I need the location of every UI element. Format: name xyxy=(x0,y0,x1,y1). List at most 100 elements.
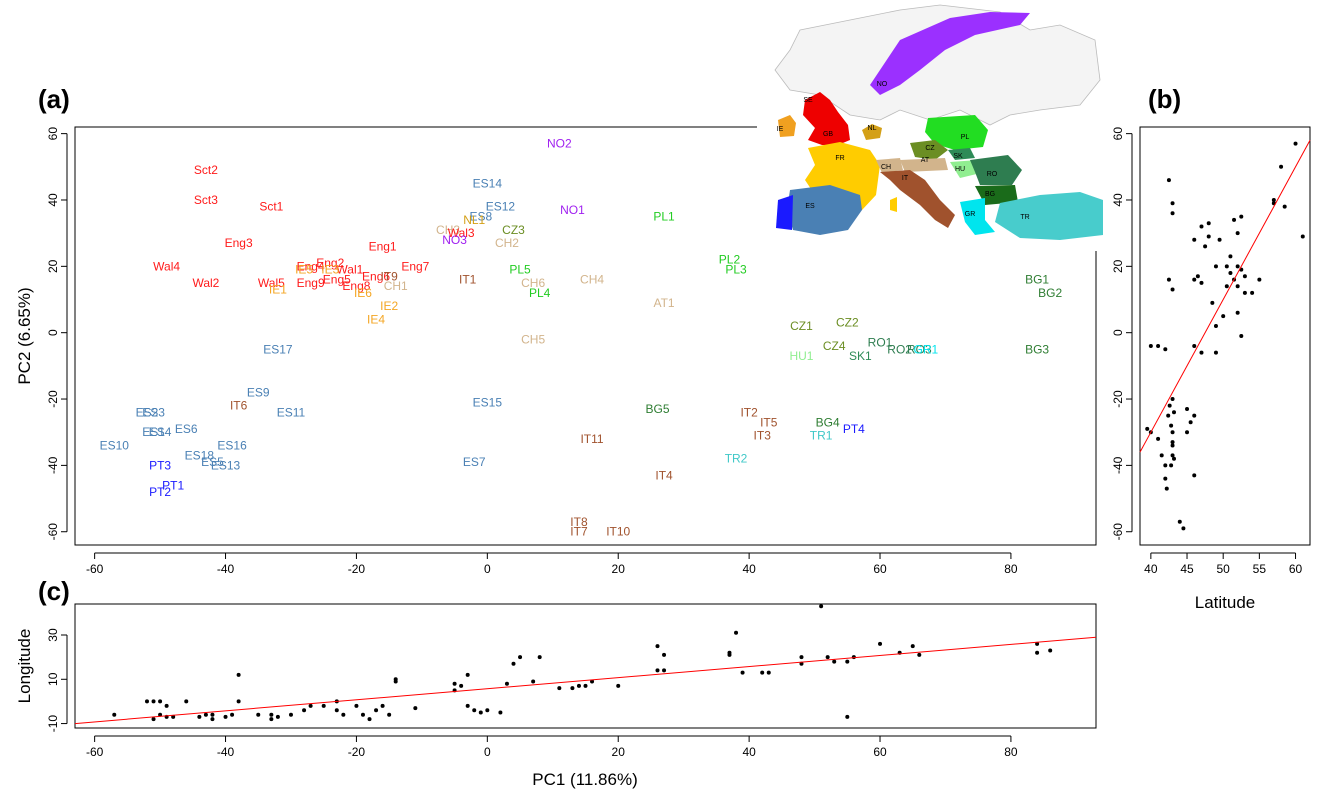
panel-c-y-axis: -10 10 30 xyxy=(46,628,68,733)
sample-label-no1: NO1 xyxy=(560,203,585,217)
data-point xyxy=(1213,264,1218,269)
map-label-cz: CZ xyxy=(925,145,935,152)
data-point xyxy=(616,683,621,688)
map-label-gr: GR xyxy=(965,211,976,218)
sample-label-ro1: RO1 xyxy=(868,336,893,350)
data-point xyxy=(531,679,536,684)
sample-label-pl4: PL4 xyxy=(529,286,551,300)
data-point xyxy=(223,714,228,719)
data-point xyxy=(1300,234,1305,239)
sample-label-it9: IT9 xyxy=(380,269,398,283)
data-point xyxy=(1170,443,1175,448)
data-point xyxy=(1170,440,1175,445)
data-point xyxy=(164,703,169,708)
sample-label-ro3: RO3 xyxy=(907,342,932,356)
data-point xyxy=(230,712,235,717)
data-point xyxy=(1235,231,1240,236)
panel-b-y-axis: -60 -40 -20 0 20 40 60 xyxy=(1111,127,1133,541)
b-y-tick-label: -60 xyxy=(1111,523,1125,541)
map-label-sk: SK xyxy=(953,153,963,160)
sample-label-es18: ES18 xyxy=(185,448,215,462)
map-country-ro xyxy=(970,155,1022,185)
data-point xyxy=(1164,486,1169,491)
sample-label-it3: IT3 xyxy=(754,429,772,443)
data-point xyxy=(734,630,739,635)
c-x-tick-label: 0 xyxy=(484,745,491,759)
sample-label-ie2: IE2 xyxy=(380,299,398,313)
data-point xyxy=(878,641,883,646)
sample-label-es12: ES12 xyxy=(486,200,516,214)
panel-c-frame xyxy=(74,603,1097,729)
data-point xyxy=(1213,350,1218,355)
data-point xyxy=(478,710,483,715)
data-point xyxy=(655,668,660,673)
a-x-tick-label: 0 xyxy=(484,562,491,576)
c-y-tick-label: -10 xyxy=(46,715,60,733)
data-point xyxy=(1199,224,1204,229)
data-point xyxy=(1293,141,1298,146)
panel-label-a: (a) xyxy=(38,84,70,114)
sample-label-es2: ES2 xyxy=(136,405,159,419)
a-y-tick-label: 20 xyxy=(46,259,60,273)
sample-label-ch5: CH5 xyxy=(521,332,545,346)
sample-label-ch2: CH2 xyxy=(495,236,519,250)
a-x-tick-label: -40 xyxy=(217,562,235,576)
data-point xyxy=(1239,214,1244,219)
map-label-se: SE xyxy=(803,97,813,104)
data-point xyxy=(288,712,293,717)
data-point xyxy=(380,703,385,708)
data-point xyxy=(1172,456,1176,461)
data-point xyxy=(1169,463,1174,468)
data-point xyxy=(151,717,156,722)
b-x-tick-label: 60 xyxy=(1289,562,1303,576)
data-point xyxy=(1271,197,1276,202)
map-country-at xyxy=(900,158,948,172)
data-point xyxy=(1282,204,1287,209)
data-point xyxy=(537,655,542,660)
sample-label-es15: ES15 xyxy=(473,395,503,409)
data-point xyxy=(1206,234,1211,239)
map-label-no: NO xyxy=(877,81,888,88)
sample-label-eng7: Eng7 xyxy=(401,259,429,273)
map-country-pt xyxy=(776,195,793,230)
b-y-tick-label: -20 xyxy=(1111,390,1125,408)
map-label-ie: IE xyxy=(777,126,784,133)
sample-label-pt2: PT2 xyxy=(149,485,171,499)
panel-a-y-axis: -60 -40 -20 0 20 40 60 xyxy=(46,127,68,541)
sample-label-es8: ES8 xyxy=(469,210,492,224)
sample-label-es17: ES17 xyxy=(263,342,293,356)
data-point xyxy=(1250,290,1255,295)
sample-label-es11: ES11 xyxy=(277,405,306,419)
data-point xyxy=(360,712,365,717)
data-point xyxy=(1235,310,1240,315)
b-y-tick-label: 20 xyxy=(1111,259,1125,273)
data-point xyxy=(799,655,804,660)
data-point xyxy=(465,672,470,677)
panel-b-points xyxy=(1145,141,1305,531)
sample-label-es16: ES16 xyxy=(217,438,247,452)
sample-label-cz2: CZ2 xyxy=(836,316,859,330)
sample-label-sk1: SK1 xyxy=(849,349,872,363)
data-point xyxy=(1148,343,1153,348)
data-point xyxy=(1170,430,1175,435)
panel-b-regression-line xyxy=(1139,140,1311,453)
sample-label-eng3: Eng3 xyxy=(225,236,253,250)
c-x-tick-label: 80 xyxy=(1004,745,1018,759)
panel-label-c: (c) xyxy=(38,576,70,606)
map-country-labels: NO SE GB IE NL PL CZ FR CH AT SK HU RO IT BG ES GR TR xyxy=(777,81,1030,221)
data-point xyxy=(1145,426,1150,431)
sample-label-it6: IT6 xyxy=(230,399,248,413)
sample-label-pl5: PL5 xyxy=(509,263,531,277)
sample-label-ie1: IE1 xyxy=(269,283,287,297)
data-point xyxy=(1156,436,1161,441)
data-point xyxy=(308,703,313,708)
panel-a-frame xyxy=(74,126,1097,546)
a-y-tick-label: -60 xyxy=(46,523,60,541)
map-country-gr xyxy=(960,198,995,235)
data-point xyxy=(1170,287,1175,292)
data-point xyxy=(1199,350,1204,355)
data-point xyxy=(197,714,202,719)
a-y-tick-label: 60 xyxy=(46,127,60,141)
sample-label-pt1: PT1 xyxy=(162,478,184,492)
